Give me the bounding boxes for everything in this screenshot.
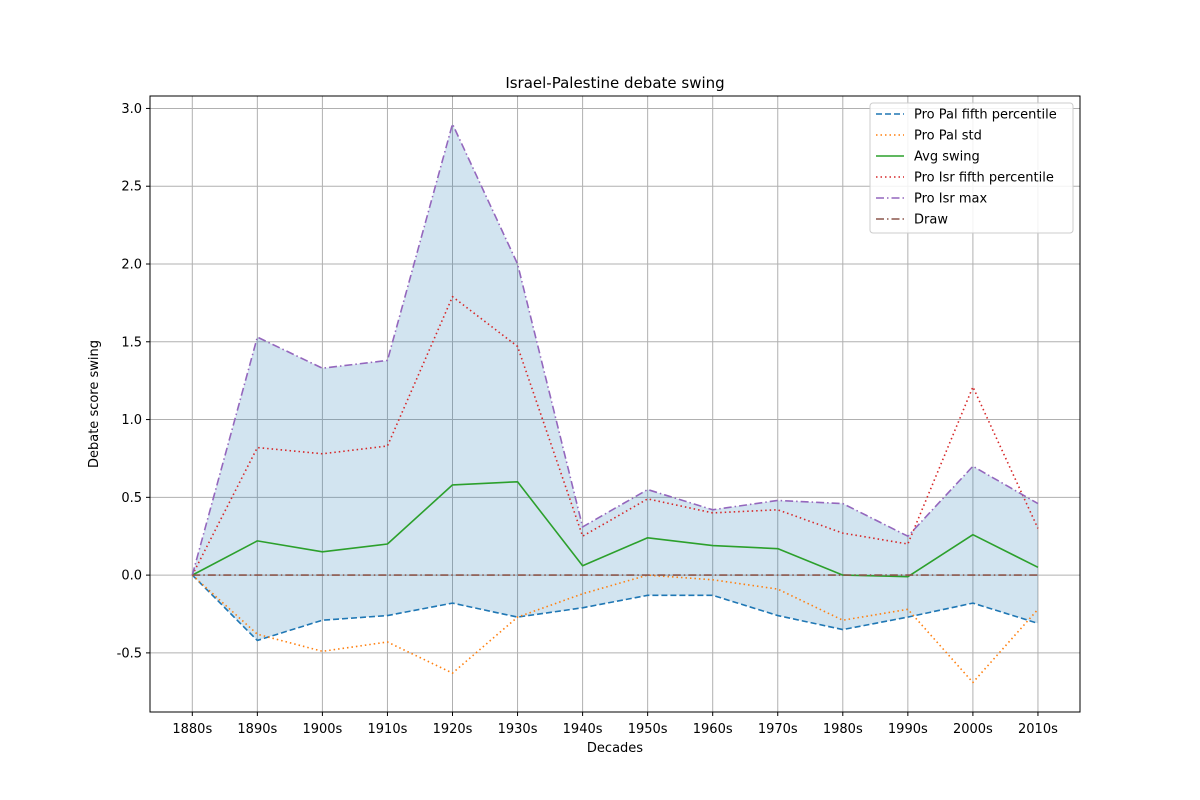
- x-axis-label: Decades: [587, 741, 643, 756]
- y-tick-label: 2.0: [121, 258, 142, 273]
- y-tick-label: -0.5: [117, 646, 142, 661]
- legend-label: Pro Pal std: [914, 129, 982, 144]
- x-tick-label: 1990s: [888, 722, 928, 737]
- fill-area: [192, 124, 1038, 641]
- x-tick-label: 1900s: [302, 722, 342, 737]
- x-tick-label: 1920s: [433, 722, 473, 737]
- legend-label: Pro Pal fifth percentile: [914, 108, 1057, 123]
- x-tick-label: 1980s: [823, 722, 863, 737]
- y-axis-ticks: -0.5 0.0 0.5 1.0 1.5 2.0 2.5 3.0: [117, 102, 150, 661]
- y-tick-label: 1.5: [121, 335, 142, 350]
- legend-label: Avg swing: [914, 150, 980, 165]
- legend-box: [869, 102, 1074, 234]
- series-line-pro-pal-fifth-percentile: [191, 574, 1039, 642]
- x-tick-label: 1960s: [693, 722, 733, 737]
- series-line-pro-pal-std: [191, 574, 1039, 684]
- y-tick-label: 2.5: [121, 180, 142, 195]
- x-axis-ticks: 1880s 1890s 1900s 1910s 1920s 1930s 1940s 1950s…: [172, 712, 1058, 737]
- legend: Pro Pal fifth percentile Pro Pal std Avg s…: [869, 102, 1074, 234]
- y-tick-label: 1.0: [121, 413, 142, 428]
- legend-label: Pro Isr fifth percentile: [914, 171, 1054, 186]
- x-tick-label: 2000s: [953, 722, 993, 737]
- x-tick-label: 1940s: [563, 722, 603, 737]
- y-axis-label: Debate score swing: [87, 340, 102, 468]
- legend-label: Pro Isr max: [914, 192, 987, 207]
- x-tick-label: 1950s: [628, 722, 668, 737]
- legend-label: Draw: [914, 213, 948, 228]
- y-tick-label: 0.5: [121, 491, 142, 506]
- plot-frame: [149, 95, 1081, 713]
- x-tick-label: 2010s: [1018, 722, 1058, 737]
- x-tick-label: 1930s: [498, 722, 538, 737]
- chart-title: Israel-Palestine debate swing: [505, 74, 724, 92]
- series-lines: [191, 123, 1039, 684]
- series-line-pro-isr-max: [191, 123, 1039, 576]
- x-tick-label: 1970s: [758, 722, 798, 737]
- x-tick-label: 1880s: [172, 722, 212, 737]
- x-tick-label: 1890s: [237, 722, 277, 737]
- series-line-avg-swing: [191, 480, 1039, 578]
- fill-between-area: [192, 124, 1038, 641]
- x-tick-label: 1910s: [368, 722, 408, 737]
- series-line-pro-isr-fifth-percentile: [191, 295, 1039, 576]
- y-tick-label: 3.0: [121, 102, 142, 117]
- y-tick-label: 0.0: [121, 569, 142, 584]
